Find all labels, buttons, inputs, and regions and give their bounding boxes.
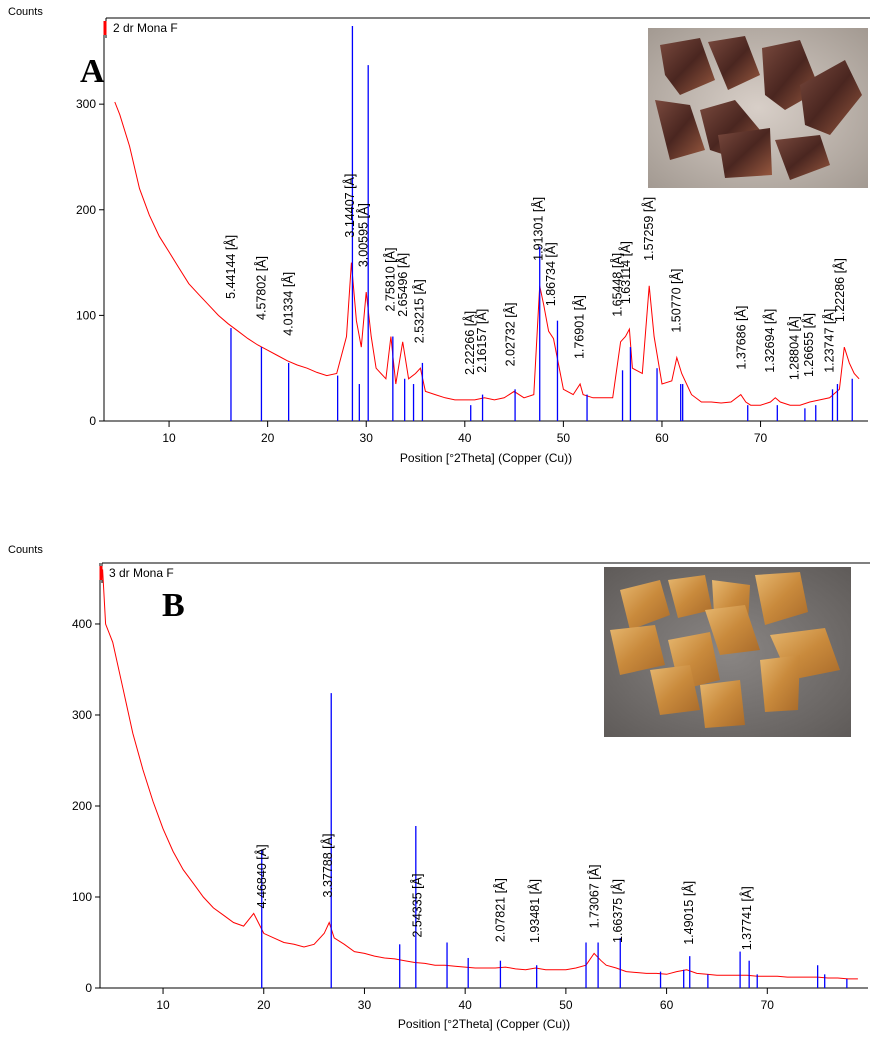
peak-label: 1.32694 [Å] (762, 309, 777, 373)
x-tick-label: 40 (458, 431, 472, 445)
peak-label: 2.53215 [Å] (412, 279, 427, 343)
y-tick-label: 100 (72, 890, 92, 904)
peak-label: 3.37788 [Å] (320, 834, 335, 898)
x-tick-label: 30 (360, 431, 374, 445)
peak-label: 2.02732 [Å] (503, 302, 518, 366)
y-tick-label: 0 (85, 981, 92, 995)
peak-label: 2.54335 [Å] (409, 874, 424, 938)
x-tick-label: 50 (557, 431, 571, 445)
x-tick-label: 20 (261, 431, 275, 445)
peak-label: 1.66375 [Å] (610, 879, 625, 943)
photo-b (604, 567, 851, 737)
peak-label: 1.63114 [Å] (618, 241, 633, 304)
x-tick-label: 70 (754, 431, 768, 445)
peak-label: 1.28804 [Å] (787, 316, 802, 380)
legend-label: 2 dr Mona F (113, 21, 178, 35)
peak-label: 1.26655 [Å] (801, 313, 816, 377)
y-tick-label: 100 (76, 308, 96, 322)
x-tick-label: 20 (257, 998, 271, 1012)
x-tick-label: 10 (156, 998, 170, 1012)
x-tick-label: 60 (655, 431, 669, 445)
peak-label: 2.75810 [Å] (382, 248, 397, 312)
peak-label: 1.22286 [Å] (832, 258, 847, 322)
chart: 0 100 200 300 400 10 20 30 40 50 60 70 Counts Positio… (8, 544, 870, 1031)
peak-label: 1.50770 [Å] (668, 269, 683, 333)
photo-a (648, 28, 868, 188)
profile-line (102, 569, 858, 980)
peak-label: 4.01334 [Å] (281, 272, 296, 336)
x-axis-label: Position [°2Theta] (Copper (Cu)) (400, 451, 572, 465)
panel-label: A (80, 53, 105, 90)
x-tick-label: 10 (162, 431, 176, 445)
peak-label: 2.07821 [Å] (493, 878, 508, 942)
y-tick-label: 0 (89, 414, 96, 428)
peak-label: 1.73067 [Å] (587, 864, 602, 928)
x-tick-label: 70 (761, 998, 775, 1012)
legend-label: 3 dr Mona F (109, 566, 174, 580)
y-tick-label: 300 (72, 708, 92, 722)
y-tick-label: 300 (76, 97, 96, 111)
plot-area (102, 569, 858, 988)
peak-label: 4.57802 [Å] (253, 256, 268, 320)
peak-label: 1.93481 [Å] (527, 879, 542, 943)
y-tick-label: 200 (72, 799, 92, 813)
x-tick-label: 60 (660, 998, 674, 1012)
peak-label: 3.00595 [Å] (355, 203, 370, 267)
peak-label: 1.91301 [Å] (531, 197, 546, 261)
x-axis-label: Position [°2Theta] (Copper (Cu)) (398, 1017, 570, 1031)
peak-label: 1.37741 [Å] (739, 886, 754, 950)
y-tick-label: 400 (72, 617, 92, 631)
peak-label: 1.57259 [Å] (641, 197, 656, 261)
peak-label: 1.23747 [Å] (821, 309, 836, 373)
x-tick-label: 50 (559, 998, 573, 1012)
peak-label: 1.37686 [Å] (733, 306, 748, 370)
chart: 0 100 200 300 10 20 30 40 50 60 70 Counts Position [… (8, 6, 870, 465)
peak-label: 2.16157 [Å] (474, 309, 489, 373)
peak-label: 3.14407 [Å] (342, 174, 357, 238)
peak-label: 4.46840 [Å] (254, 844, 269, 908)
profile-line (114, 101, 860, 406)
peak-label: 2.65496 [Å] (395, 253, 410, 317)
y-axis-label: Counts (8, 6, 43, 18)
peak-label: 1.86734 [Å] (543, 242, 558, 306)
y-axis-label: Counts (8, 544, 43, 556)
peak-label: 5.44144 [Å] (223, 235, 238, 299)
x-tick-label: 30 (358, 998, 372, 1012)
y-tick-label: 200 (76, 203, 96, 217)
peak-label: 1.76901 [Å] (571, 295, 586, 359)
panel-label: B (162, 587, 185, 624)
plot-area (114, 26, 860, 421)
x-tick-label: 40 (458, 998, 472, 1012)
peak-label: 2.22266 [Å] (462, 311, 477, 375)
peak-label: 1.65448 [Å] (610, 253, 625, 317)
peak-label: 1.49015 [Å] (681, 881, 696, 945)
